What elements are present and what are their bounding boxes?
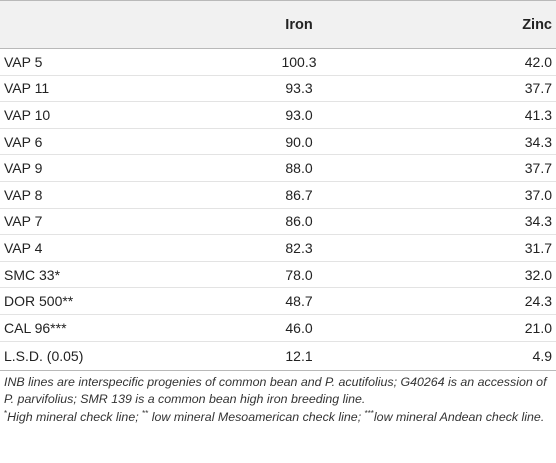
- footnote-text-2: low mineral Mesoamerican check line;: [148, 409, 365, 424]
- row-zinc-value: 34.3: [388, 128, 556, 156]
- row-iron-value: 78.0: [210, 261, 388, 289]
- table-row: VAP 4 82.3 31.7: [0, 234, 556, 262]
- table-row: VAP 9 88.0 37.7: [0, 154, 556, 182]
- table-row: VAP 6 90.0 34.3: [0, 128, 556, 156]
- footnote-line-2: *High mineral check line; ** low mineral…: [4, 409, 552, 426]
- row-zinc-value: 24.3: [388, 287, 556, 315]
- row-name: VAP 10: [0, 101, 210, 129]
- footnote-line-1: INB lines are interspecific progenies of…: [4, 375, 547, 407]
- row-iron-value: 48.7: [210, 287, 388, 315]
- row-zinc-value: 32.0: [388, 261, 556, 289]
- table-row: CAL 96*** 46.0 21.0: [0, 314, 556, 342]
- table-row: VAP 7 86.0 34.3: [0, 208, 556, 236]
- header-cell-iron: Iron: [210, 0, 388, 49]
- table-row: VAP 11 93.3 37.7: [0, 75, 556, 103]
- mineral-table: Iron Zinc VAP 5 100.3 42.0 VAP 11 93.3 3…: [0, 0, 556, 371]
- row-name: VAP 4: [0, 234, 210, 262]
- row-zinc-value: 41.3: [388, 101, 556, 129]
- row-name: VAP 5: [0, 48, 210, 76]
- row-zinc-value: 31.7: [388, 234, 556, 262]
- table-header: Iron Zinc: [0, 0, 556, 49]
- row-name: VAP 9: [0, 154, 210, 182]
- row-iron-value: 88.0: [210, 154, 388, 182]
- row-zinc-value: 37.7: [388, 75, 556, 103]
- row-zinc-value: 37.0: [388, 181, 556, 209]
- row-name: VAP 8: [0, 181, 210, 209]
- table-footnotes: INB lines are interspecific progenies of…: [4, 374, 552, 426]
- row-iron-value: 86.7: [210, 181, 388, 209]
- footnote-mark-1: *: [4, 408, 8, 418]
- row-name: L.S.D. (0.05): [0, 341, 210, 371]
- row-zinc-value: 34.3: [388, 208, 556, 236]
- table-row: DOR 500** 48.7 24.3: [0, 287, 556, 315]
- table-row: L.S.D. (0.05) 12.1 4.9: [0, 341, 556, 371]
- row-iron-value: 93.0: [210, 101, 388, 129]
- row-iron-value: 100.3: [210, 48, 388, 76]
- row-iron-value: 12.1: [210, 341, 388, 371]
- row-zinc-value: 37.7: [388, 154, 556, 182]
- table-row: VAP 10 93.0 41.3: [0, 101, 556, 129]
- table-body: VAP 5 100.3 42.0 VAP 11 93.3 37.7 VAP 10…: [0, 48, 556, 371]
- table-row: VAP 8 86.7 37.0: [0, 181, 556, 209]
- row-name: VAP 11: [0, 75, 210, 103]
- row-zinc-value: 4.9: [388, 341, 556, 371]
- row-name: DOR 500**: [0, 287, 210, 315]
- row-zinc-value: 42.0: [388, 48, 556, 76]
- row-iron-value: 86.0: [210, 208, 388, 236]
- table-row: VAP 5 100.3 42.0: [0, 48, 556, 76]
- row-name: VAP 7: [0, 208, 210, 236]
- header-cell-name: [0, 0, 210, 49]
- footnote-text-3: low mineral Andean check line.: [373, 409, 545, 424]
- table-row: SMC 33* 78.0 32.0: [0, 261, 556, 289]
- footnote-mark-3: ***: [364, 408, 374, 418]
- row-iron-value: 90.0: [210, 128, 388, 156]
- row-iron-value: 46.0: [210, 314, 388, 342]
- row-name: SMC 33*: [0, 261, 210, 289]
- row-iron-value: 82.3: [210, 234, 388, 262]
- row-name: VAP 6: [0, 128, 210, 156]
- row-zinc-value: 21.0: [388, 314, 556, 342]
- footnote-mark-2: **: [142, 408, 149, 418]
- footnote-text-1: High mineral check line;: [7, 409, 143, 424]
- header-row: Iron Zinc: [0, 0, 556, 49]
- row-iron-value: 93.3: [210, 75, 388, 103]
- header-cell-zinc: Zinc: [388, 0, 556, 49]
- row-name: CAL 96***: [0, 314, 210, 342]
